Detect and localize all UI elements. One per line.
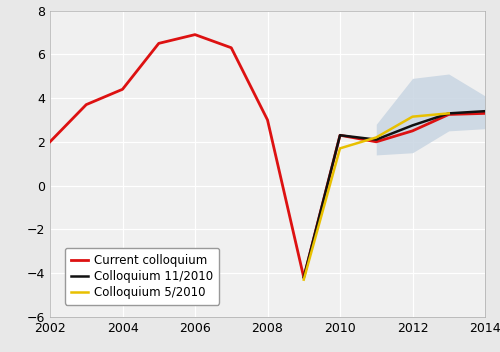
Legend: Current colloquium, Colloquium 11/2010, Colloquium 5/2010: Current colloquium, Colloquium 11/2010, … — [64, 248, 219, 305]
